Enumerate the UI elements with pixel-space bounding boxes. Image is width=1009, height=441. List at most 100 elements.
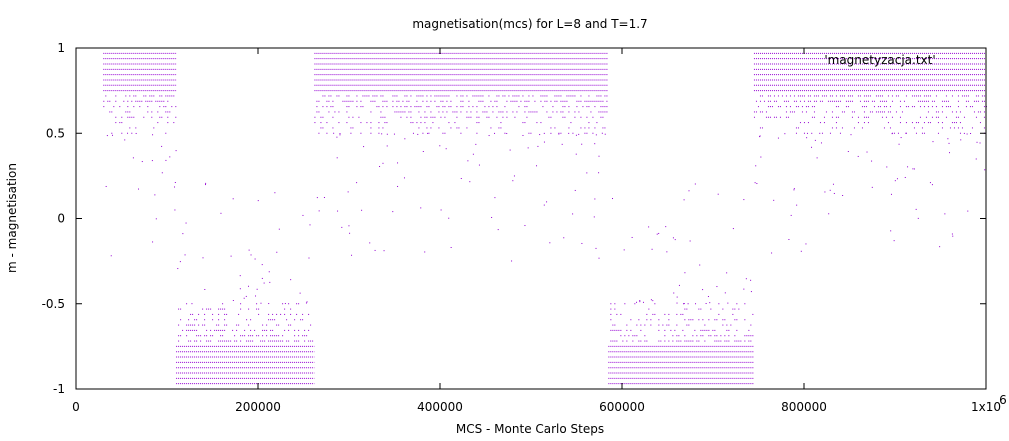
data-point	[682, 313, 684, 315]
data-point	[318, 100, 320, 102]
data-point	[658, 232, 660, 234]
data-point	[676, 313, 678, 315]
data-point	[386, 133, 388, 135]
data-point	[171, 106, 173, 108]
data-point	[835, 95, 837, 97]
data-point	[446, 95, 448, 97]
data-point	[757, 106, 759, 108]
data-point	[881, 95, 883, 97]
data-point	[586, 172, 588, 174]
data-point	[726, 272, 728, 274]
data-point	[727, 302, 729, 304]
data-point	[824, 191, 826, 193]
data-point	[889, 111, 891, 113]
data-point	[799, 100, 801, 102]
data-point	[121, 122, 123, 124]
data-point	[759, 136, 761, 138]
data-point	[266, 329, 268, 331]
data-point	[976, 141, 978, 143]
data-point	[417, 133, 419, 135]
data-point	[129, 111, 131, 113]
data-point	[404, 111, 406, 113]
data-point	[588, 127, 590, 129]
data-point	[853, 127, 855, 129]
data-point	[875, 111, 877, 113]
data-point	[356, 182, 358, 184]
data-point	[484, 106, 486, 108]
data-point	[732, 228, 734, 230]
data-point	[917, 95, 919, 97]
x-tick-label: 400000	[417, 400, 463, 414]
data-point	[554, 95, 556, 97]
data-point	[580, 116, 582, 118]
data-point	[596, 122, 598, 124]
data-point	[316, 106, 318, 108]
data-point	[246, 340, 248, 342]
data-point	[875, 95, 877, 97]
data-point	[793, 111, 795, 113]
data-point	[883, 127, 885, 129]
data-point	[248, 324, 250, 326]
data-point	[664, 335, 666, 337]
data-point	[700, 329, 702, 331]
data-point	[728, 340, 730, 342]
data-point	[750, 335, 752, 337]
data-point	[262, 329, 264, 331]
data-point	[149, 100, 151, 102]
data-point	[952, 235, 954, 237]
data-point	[416, 100, 418, 102]
data-point	[119, 122, 121, 124]
data-point	[514, 100, 516, 102]
data-point	[542, 106, 544, 108]
data-point	[350, 100, 352, 102]
data-point	[418, 127, 420, 129]
data-point	[274, 340, 276, 342]
data-point	[356, 95, 358, 97]
data-point	[332, 116, 334, 118]
data-point	[624, 335, 626, 337]
data-point	[129, 127, 131, 129]
data-point	[536, 122, 538, 124]
data-point	[890, 230, 892, 232]
data-point	[877, 95, 879, 97]
data-point	[198, 335, 200, 337]
data-point	[256, 335, 258, 337]
data-point	[965, 106, 967, 108]
data-point	[716, 335, 718, 337]
data-point	[759, 100, 761, 102]
data-point	[362, 95, 364, 97]
data-point	[753, 116, 755, 118]
data-point	[738, 308, 740, 310]
data-point	[328, 111, 330, 113]
data-point	[462, 100, 464, 102]
data-point	[877, 111, 879, 113]
data-point	[983, 111, 985, 113]
data-point	[288, 329, 290, 331]
data-point	[532, 111, 534, 113]
data-point	[280, 313, 282, 315]
data-point	[528, 100, 530, 102]
data-point	[332, 106, 334, 108]
data-point	[540, 95, 542, 97]
data-point	[614, 303, 616, 305]
data-point	[831, 100, 833, 102]
data-point	[973, 111, 975, 113]
data-point	[222, 340, 224, 342]
data-point	[186, 324, 188, 326]
data-point	[250, 254, 252, 256]
data-point	[420, 122, 422, 124]
data-point	[364, 95, 366, 97]
data-point	[397, 162, 399, 164]
data-point	[185, 222, 187, 224]
data-point	[518, 95, 520, 97]
data-point	[845, 100, 847, 102]
data-point	[105, 95, 107, 97]
data-point	[174, 186, 176, 188]
data-point	[722, 319, 724, 321]
data-point	[881, 116, 883, 118]
data-point	[476, 132, 478, 134]
data-point	[793, 188, 795, 190]
data-point	[392, 95, 394, 97]
data-point	[799, 122, 801, 124]
data-point	[695, 303, 697, 305]
